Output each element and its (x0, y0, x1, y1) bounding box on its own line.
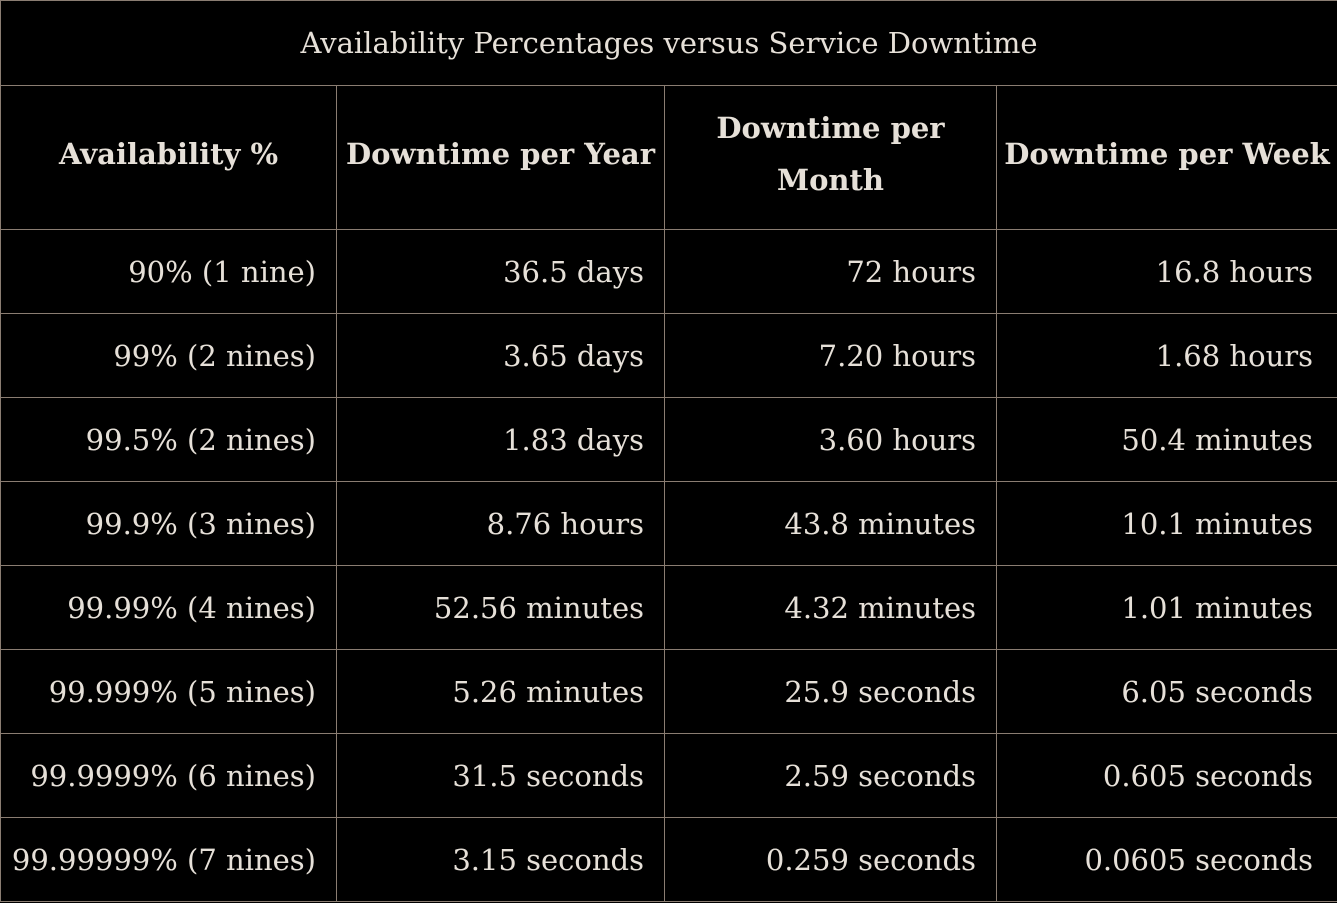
cell-year: 52.56 minutes (336, 565, 665, 650)
cell-week: 1.01 minutes (996, 565, 1337, 650)
cell-availability: 99.5% (2 nines) (0, 397, 337, 482)
header-downtime-month: Downtime per Month (664, 85, 997, 230)
cell-year: 36.5 days (336, 229, 665, 314)
table-row: 99% (2 nines) 3.65 days 7.20 hours 1.68 … (0, 313, 1337, 398)
table-row: 99.9% (3 nines) 8.76 hours 43.8 minutes … (0, 481, 1337, 566)
table-row: 99.999% (5 nines) 5.26 minutes 25.9 seco… (0, 649, 1337, 734)
cell-month: 0.259 seconds (664, 817, 997, 902)
cell-year: 31.5 seconds (336, 733, 665, 818)
header-downtime-week: Downtime per Week (996, 85, 1337, 230)
header-downtime-year: Downtime per Year (336, 85, 665, 230)
header-availability: Availability % (0, 85, 337, 230)
cell-availability: 99.9999% (6 nines) (0, 733, 337, 818)
cell-month: 25.9 seconds (664, 649, 997, 734)
cell-year: 3.15 seconds (336, 817, 665, 902)
table-title: Availability Percentages versus Service … (0, 0, 1337, 86)
cell-month: 43.8 minutes (664, 481, 997, 566)
cell-week: 16.8 hours (996, 229, 1337, 314)
cell-availability: 99.99999% (7 nines) (0, 817, 337, 902)
cell-month: 3.60 hours (664, 397, 997, 482)
cell-year: 5.26 minutes (336, 649, 665, 734)
title-row: Availability Percentages versus Service … (0, 0, 1337, 86)
table-row: 99.5% (2 nines) 1.83 days 3.60 hours 50.… (0, 397, 1337, 482)
table-row: 99.99999% (7 nines) 3.15 seconds 0.259 s… (0, 817, 1337, 902)
cell-month: 7.20 hours (664, 313, 997, 398)
cell-year: 8.76 hours (336, 481, 665, 566)
cell-year: 1.83 days (336, 397, 665, 482)
cell-week: 0.0605 seconds (996, 817, 1337, 902)
cell-week: 50.4 minutes (996, 397, 1337, 482)
table-row: 99.9999% (6 nines) 31.5 seconds 2.59 sec… (0, 733, 1337, 818)
cell-week: 10.1 minutes (996, 481, 1337, 566)
table-row: 90% (1 nine) 36.5 days 72 hours 16.8 hou… (0, 229, 1337, 314)
header-row: Availability % Downtime per Year Downtim… (0, 85, 1337, 230)
cell-month: 2.59 seconds (664, 733, 997, 818)
cell-week: 6.05 seconds (996, 649, 1337, 734)
cell-month: 72 hours (664, 229, 997, 314)
table-row: 99.99% (4 nines) 52.56 minutes 4.32 minu… (0, 565, 1337, 650)
cell-availability: 90% (1 nine) (0, 229, 337, 314)
cell-year: 3.65 days (336, 313, 665, 398)
cell-availability: 99.999% (5 nines) (0, 649, 337, 734)
cell-availability: 99.99% (4 nines) (0, 565, 337, 650)
cell-week: 0.605 seconds (996, 733, 1337, 818)
cell-month: 4.32 minutes (664, 565, 997, 650)
cell-week: 1.68 hours (996, 313, 1337, 398)
cell-availability: 99.9% (3 nines) (0, 481, 337, 566)
cell-availability: 99% (2 nines) (0, 313, 337, 398)
